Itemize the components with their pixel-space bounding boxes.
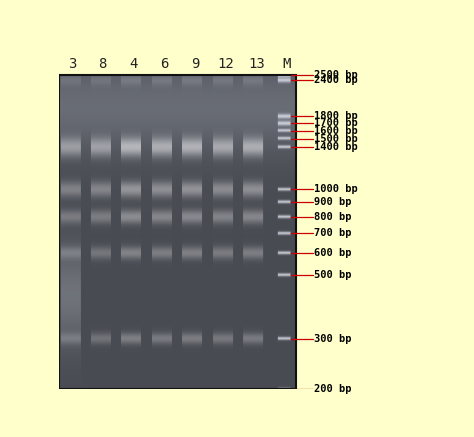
Text: 13: 13 — [248, 57, 264, 71]
Bar — [308, 207, 427, 226]
Bar — [59, 52, 296, 75]
Bar — [59, 75, 296, 389]
Bar — [308, 66, 427, 85]
Text: 6: 6 — [160, 57, 168, 71]
Bar — [308, 224, 427, 243]
Text: 9: 9 — [191, 57, 199, 71]
Text: 4: 4 — [129, 57, 137, 71]
Bar — [308, 71, 427, 90]
Text: 1000 bp: 1000 bp — [314, 184, 357, 194]
Bar — [308, 379, 427, 399]
Text: 1800 bp: 1800 bp — [314, 111, 357, 121]
Text: 2500 bp: 2500 bp — [314, 70, 357, 80]
Text: M: M — [283, 57, 291, 71]
Bar — [308, 193, 427, 212]
Bar — [308, 129, 427, 148]
Text: 500 bp: 500 bp — [314, 270, 351, 280]
Bar — [308, 121, 427, 140]
Text: 800 bp: 800 bp — [314, 212, 351, 222]
Text: 1600 bp: 1600 bp — [314, 126, 357, 136]
Text: 200 bp: 200 bp — [314, 384, 351, 394]
Bar — [308, 138, 427, 157]
Text: 3: 3 — [68, 57, 76, 71]
Text: 8: 8 — [99, 57, 107, 71]
Text: 600 bp: 600 bp — [314, 247, 351, 257]
Bar — [308, 180, 427, 199]
Text: 300 bp: 300 bp — [314, 333, 351, 343]
Text: 12: 12 — [217, 57, 234, 71]
Text: 1700 bp: 1700 bp — [314, 118, 357, 128]
Bar — [308, 114, 427, 133]
Bar — [308, 75, 427, 389]
Bar — [308, 243, 427, 262]
Text: 1400 bp: 1400 bp — [314, 142, 357, 153]
Bar — [308, 329, 427, 348]
Bar — [308, 107, 427, 126]
Text: 1500 bp: 1500 bp — [314, 134, 357, 144]
Text: 2400 bp: 2400 bp — [314, 76, 357, 85]
Bar — [308, 266, 427, 285]
Text: 900 bp: 900 bp — [314, 197, 351, 207]
Text: 700 bp: 700 bp — [314, 229, 351, 238]
